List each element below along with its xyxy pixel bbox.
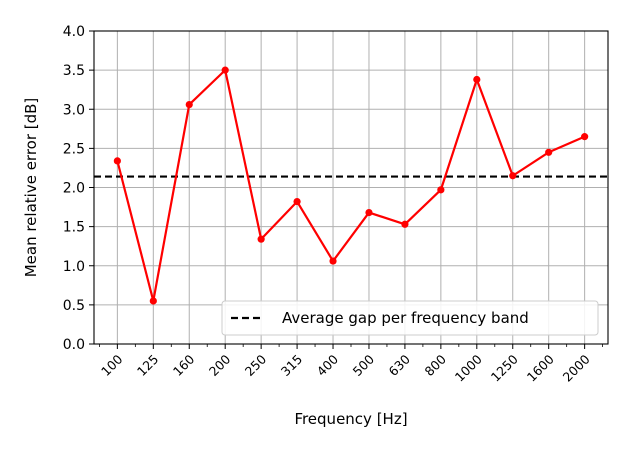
y-tick-label: 4.0 [63,24,85,40]
data-point [257,235,265,243]
data-point [581,133,589,141]
data-point [149,297,157,305]
x-axis-label: Frequency [Hz] [294,410,407,428]
y-tick-label: 3.0 [63,102,85,118]
y-axis-label: Mean relative error [dB] [22,98,40,278]
legend-label: Average gap per frequency band [282,309,529,327]
data-point [437,186,445,194]
y-tick-label: 0.5 [63,298,85,314]
series-layer [113,66,589,305]
data-point [293,197,301,206]
data-point [545,148,553,156]
series-line [116,69,586,303]
legend-box [221,300,599,336]
data-point [185,100,193,109]
data-point [473,75,481,84]
data-point [221,66,229,74]
data-point [113,157,121,165]
data-point [509,172,517,180]
legend: Average gap per frequency band [221,300,599,336]
y-tick-label: 2.5 [63,141,85,157]
y-tick-label: 2.0 [63,181,85,197]
y-tick-label: 3.5 [63,63,85,79]
y-tick-label: 0.0 [63,337,85,353]
y-tick-label: 1.5 [63,220,85,236]
data-point [329,257,337,265]
data-point [365,208,373,217]
y-tick-label: 1.0 [63,259,85,275]
data-point [401,220,409,228]
